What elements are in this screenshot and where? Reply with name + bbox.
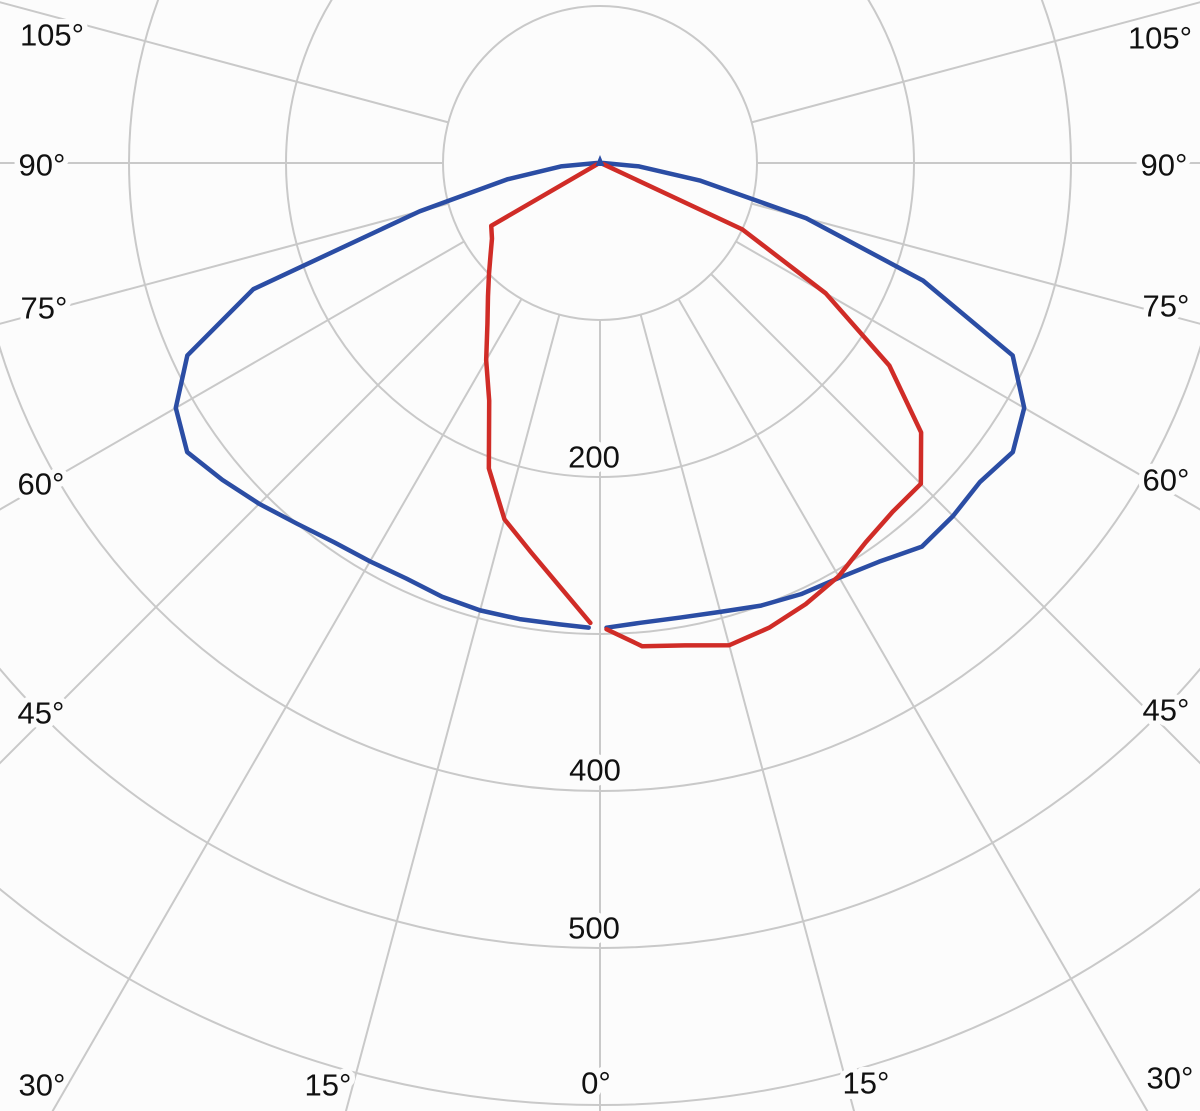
ring-value-label-400: 400 (569, 753, 621, 788)
angle-label-5: 30° (19, 1068, 66, 1103)
angle-label-3: 60° (18, 467, 65, 502)
red-curve-right (600, 161, 924, 649)
angle-label-13: 60° (1143, 463, 1190, 498)
grid-angle-line-left-105 (0, 1, 449, 124)
grid-angle-line-left-75 (0, 202, 449, 325)
angle-label-0: 105° (20, 18, 84, 53)
angle-label-2: 75° (21, 291, 68, 326)
angle-label-11: 90° (1141, 148, 1188, 183)
grid-angle-line-right-30 (677, 298, 1149, 1111)
angle-label-9: 30° (1147, 1061, 1194, 1096)
blue-curve-left (173, 160, 600, 630)
blue-curve-right (600, 160, 1027, 630)
angle-label-14: 45° (1143, 693, 1190, 728)
grid-angle-line-left-60 (0, 240, 465, 511)
red-curve-left (483, 162, 600, 626)
grid-angle-line-left-45 (0, 273, 490, 765)
grid-angle-line-right-45 (710, 273, 1200, 765)
angle-label-6: 15° (305, 1068, 352, 1103)
grid-angle-line-right-60 (735, 240, 1200, 511)
apex-marker (595, 155, 605, 166)
ring-value-label-200: 200 (568, 440, 620, 475)
angle-label-8: 15° (843, 1066, 890, 1101)
grid-angle-line-right-105 (751, 1, 1200, 124)
grid-angle-line-left-15 (344, 314, 561, 1111)
angle-label-4: 45° (18, 696, 65, 731)
angle-label-12: 75° (1143, 289, 1190, 324)
angle-label-7: 0° (581, 1066, 611, 1101)
angle-label-10: 105° (1128, 21, 1192, 56)
grid-angle-line-right-15 (639, 314, 856, 1111)
grid-angle-line-left-30 (51, 298, 523, 1111)
angle-label-1: 90° (19, 148, 66, 183)
ring-value-label-500: 500 (568, 911, 620, 946)
grid-angle-line-right-75 (751, 202, 1200, 325)
